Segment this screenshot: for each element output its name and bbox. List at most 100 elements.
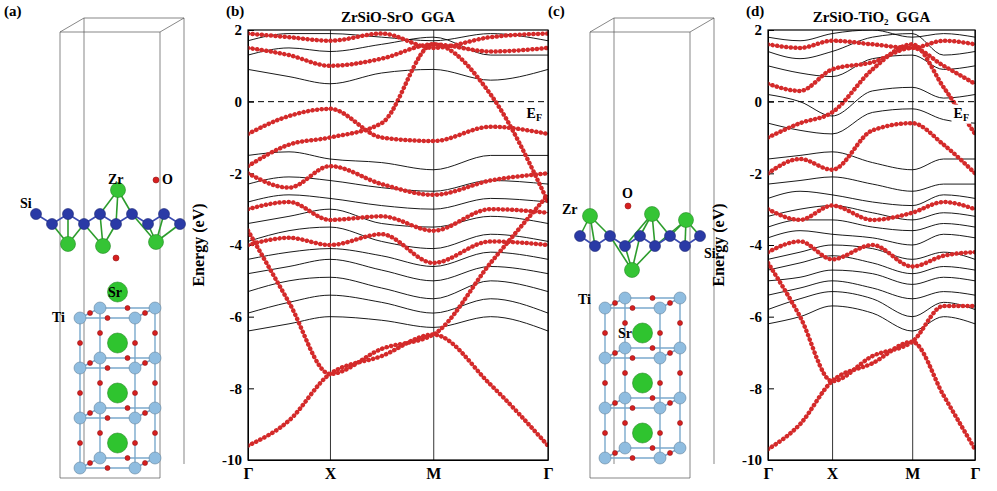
- atom: [599, 352, 611, 364]
- atom: [654, 302, 666, 314]
- fat-band: [768, 48, 975, 91]
- y-tick-label: 0: [755, 94, 763, 110]
- atom: [95, 209, 106, 220]
- atom: [674, 342, 686, 354]
- y-tick: -4: [230, 237, 255, 253]
- label-patch: [952, 105, 971, 124]
- y-tick-label: -4: [750, 237, 763, 253]
- band: [248, 249, 548, 267]
- y-tick: -6: [230, 309, 255, 325]
- x-tick-label: Γ: [243, 465, 253, 482]
- band-core: [248, 109, 548, 141]
- atom: [668, 351, 673, 356]
- x-tick-label: M: [426, 465, 441, 482]
- atom: [658, 331, 663, 336]
- y-tick-label: -4: [230, 237, 243, 253]
- x-tick: X: [325, 30, 337, 482]
- atom: [678, 321, 683, 326]
- fat-band: [248, 34, 548, 48]
- atom: [143, 411, 148, 416]
- band-core: [248, 234, 548, 263]
- atom: [674, 392, 686, 404]
- band: [768, 256, 975, 274]
- plot-area: [768, 30, 975, 449]
- atom: [658, 381, 663, 386]
- atom: [633, 373, 653, 393]
- structure-a: ZrOSiSrTi: [20, 18, 186, 478]
- band-core: [768, 48, 975, 91]
- atom: [619, 342, 631, 354]
- band: [768, 281, 975, 299]
- atom: [575, 231, 586, 242]
- atom-label: Ti: [52, 310, 65, 325]
- atom: [658, 431, 663, 436]
- y-axis-title: Energy (eV): [710, 203, 728, 286]
- atom: [175, 219, 186, 230]
- atom: [695, 231, 706, 242]
- atom: [678, 371, 683, 376]
- y-tick-label: -10: [742, 452, 762, 468]
- atom: [133, 441, 138, 446]
- atom: [143, 461, 148, 466]
- x-axis: ΓXMΓ: [763, 30, 980, 482]
- cell-edge: [184, 18, 185, 464]
- cell-edge: [60, 32, 160, 33]
- fat-band: [768, 202, 975, 220]
- atom: [129, 462, 141, 474]
- y-tick: -6: [750, 309, 775, 325]
- atom: [599, 302, 611, 314]
- x-tick-label: X: [325, 465, 337, 482]
- atom: [630, 456, 635, 461]
- band-core: [248, 202, 548, 231]
- cell-edge: [84, 18, 85, 464]
- atom: [78, 441, 83, 446]
- band-core: [248, 166, 548, 195]
- atom: [635, 231, 646, 242]
- figure: (a)(b)(c)(d)ZrOSiSrTiOZrSiTiSrΓXMΓ-10-8-…: [0, 0, 997, 491]
- cell-edge: [590, 478, 690, 479]
- x-tick-label: M: [905, 465, 920, 482]
- fat-band: [248, 202, 548, 231]
- atom: [680, 241, 691, 252]
- cell-edge: [84, 18, 184, 19]
- atom: [620, 241, 631, 252]
- band-core: [768, 241, 975, 266]
- x-tick-label: Γ: [543, 465, 553, 482]
- band-core: [248, 34, 548, 48]
- atom: [61, 237, 76, 252]
- cell-edge: [60, 32, 61, 478]
- y-axis-title: Energy (eV): [190, 203, 208, 286]
- band: [248, 277, 548, 299]
- atom: [603, 331, 608, 336]
- atom: [88, 461, 93, 466]
- atom: [654, 352, 666, 364]
- atom: [78, 341, 83, 346]
- atom: [108, 383, 128, 403]
- y-tick-label: -8: [750, 381, 763, 397]
- fermi-label-sub: F: [963, 112, 969, 123]
- atom: [599, 452, 611, 464]
- y-tick-label: -10: [222, 452, 242, 468]
- y-tick-mark: [248, 317, 254, 318]
- atom: [149, 402, 161, 414]
- fat-band: [248, 109, 548, 141]
- atom: [94, 402, 106, 414]
- band: [768, 177, 975, 191]
- label-patch: [525, 105, 544, 124]
- atom: [630, 406, 635, 411]
- atom: [625, 203, 631, 209]
- fat-band: [248, 234, 548, 263]
- y-tick-label: 0: [235, 94, 243, 110]
- atom: [127, 209, 138, 220]
- atom: [674, 442, 686, 454]
- band: [768, 152, 975, 170]
- atom: [654, 402, 666, 414]
- band-core: [768, 263, 975, 381]
- fat-band: [248, 166, 548, 195]
- cell-edge: [590, 32, 591, 478]
- atom: [98, 381, 103, 386]
- atom: [74, 312, 86, 324]
- plot-area: [248, 34, 548, 446]
- atom: [105, 416, 110, 421]
- x-tick-label: X: [827, 465, 839, 482]
